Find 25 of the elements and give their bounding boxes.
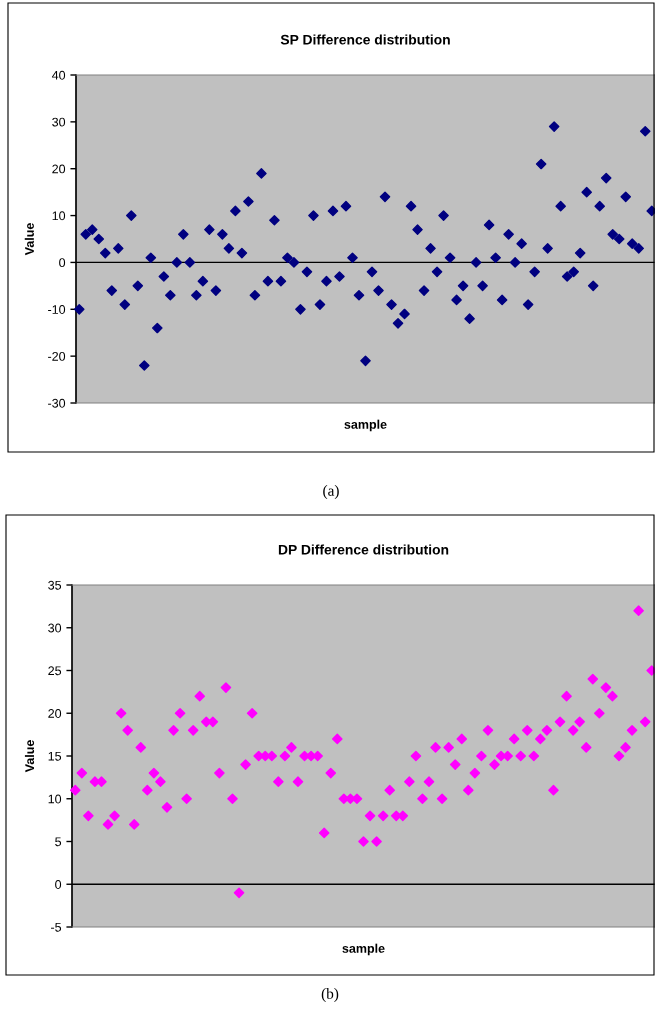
chart-title: DP Difference distribution [278, 544, 449, 555]
y-tick-label: 10 [52, 211, 66, 221]
y-tick-label: 15 [48, 751, 62, 761]
x-axis-title: sample [344, 419, 387, 432]
y-tick-label: 35 [48, 580, 62, 590]
y-tick-label: 10 [48, 794, 62, 804]
y-tick-label: 0 [55, 880, 62, 889]
y-tick-label: 25 [48, 666, 62, 676]
y-tick-label: -30 [48, 398, 66, 408]
y-tick-label: -10 [48, 305, 66, 314]
y-axis-title: Value [24, 223, 34, 256]
x-axis-title: sample [342, 943, 385, 956]
y-tick-label: 40 [51, 70, 66, 80]
y-tick-label: -20 [48, 351, 66, 361]
y-tick-label: 30 [52, 117, 66, 127]
y-tick-label: 20 [48, 709, 62, 718]
y-tick-label: -5 [51, 922, 62, 932]
y-tick-label: 20 [52, 164, 66, 174]
y-tick-label: 30 [48, 623, 62, 633]
chart-title: SP Difference distribution [280, 34, 450, 45]
text: (b) [321, 988, 339, 1002]
y-tick-label: 5 [55, 837, 62, 847]
y-tick-label: 0 [59, 258, 66, 268]
y-axis-title: Value [24, 740, 35, 773]
text: (a) [323, 485, 339, 499]
